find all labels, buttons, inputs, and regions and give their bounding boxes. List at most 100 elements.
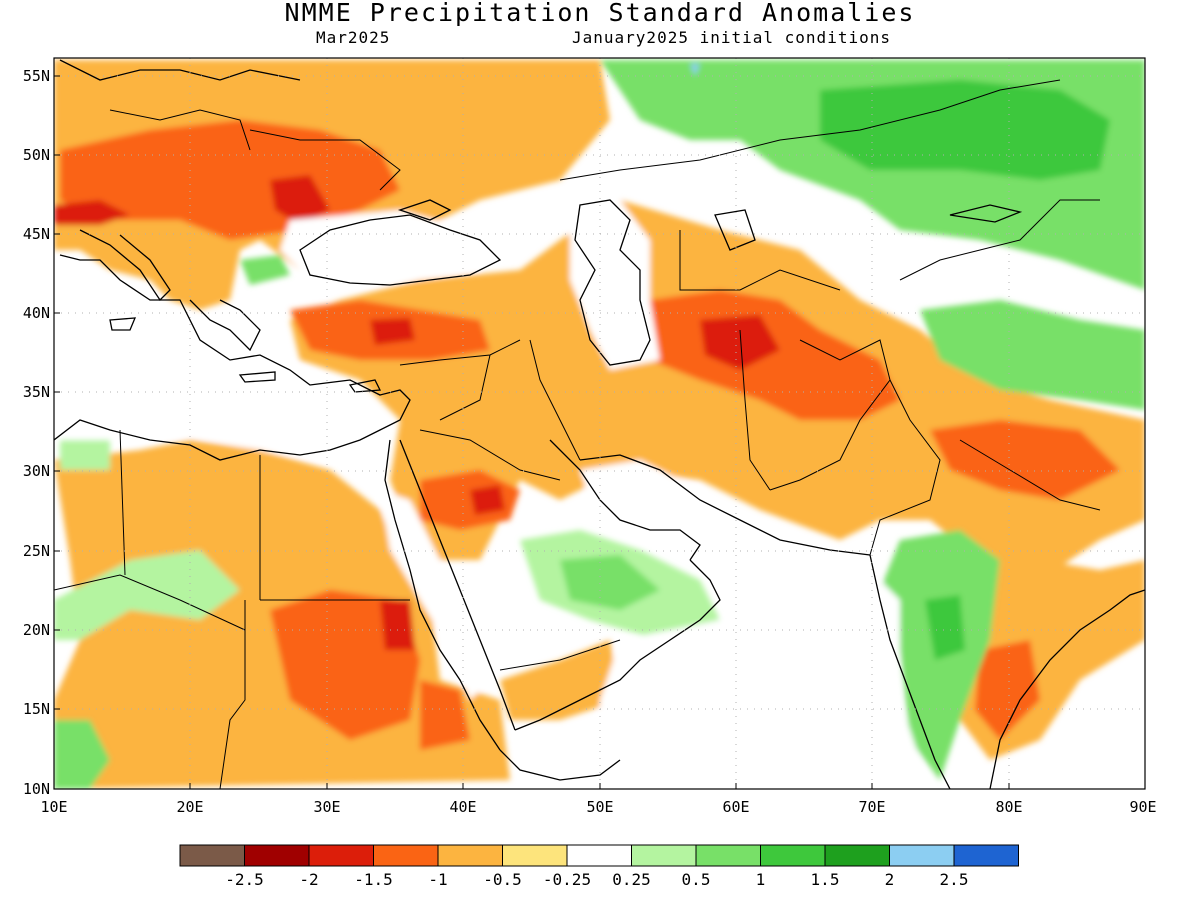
border-poland xyxy=(109,109,251,151)
colorbar-swatch xyxy=(631,844,697,867)
map-plot-area: 55N 50N 45N 40N 35N 30N 25N 20N 15N 10N … xyxy=(23,57,1157,816)
colorbar-label: 2 xyxy=(885,870,895,889)
grid-lines xyxy=(54,58,1145,789)
anomaly-saudi-orange xyxy=(420,470,520,530)
border-turkey-syria xyxy=(399,339,521,366)
anomaly-turkey-red xyxy=(370,318,415,345)
border-iran-iraq xyxy=(529,339,581,461)
border-india-nepal xyxy=(959,439,1101,511)
lat-label: 15N xyxy=(23,700,50,718)
coast-baltic xyxy=(59,59,301,81)
colorbar-label: -0.25 xyxy=(543,870,591,889)
lon-label: 30E xyxy=(313,798,340,816)
lat-label: 30N xyxy=(23,462,50,480)
lon-label: 40E xyxy=(449,798,476,816)
colorbar: -2.5 -2 -1.5 -1 -0.5 -0.25 0.25 0.5 1 1.5 2 2.5 xyxy=(179,844,1019,889)
anomaly-india-orange xyxy=(975,640,1040,740)
colorbar-label: 2.5 xyxy=(940,870,969,889)
anomaly-tibet-green xyxy=(920,300,1145,410)
lon-label: 10E xyxy=(40,798,67,816)
colorbar-label: -0.5 xyxy=(483,870,522,889)
anomaly-sahara-green xyxy=(54,550,240,640)
coast-crete xyxy=(238,371,276,383)
anomaly-bulgaria-green xyxy=(240,255,290,285)
lat-axis-labels: 55N 50N 45N 40N 35N 30N 25N 20N 15N 10N xyxy=(23,67,50,798)
anomaly-libya-green xyxy=(60,440,110,470)
init-conditions: January2025 initial conditions xyxy=(572,28,891,47)
coast-redsea-west xyxy=(384,439,501,751)
colorbar-swatch xyxy=(244,844,310,867)
lat-label: 10N xyxy=(23,780,50,798)
colorbar-label: 1 xyxy=(756,870,766,889)
coast-arabia-south xyxy=(514,559,721,731)
coast-india-east xyxy=(989,589,1145,789)
coast-adriatic xyxy=(79,229,171,302)
coastlines xyxy=(54,59,1145,789)
axis-ticks xyxy=(54,75,1010,789)
anomaly-yemen-light-orange xyxy=(500,640,620,720)
border-syria-iraq xyxy=(439,354,491,421)
border-china-west xyxy=(899,199,1100,281)
colorbar-swatch xyxy=(760,844,826,867)
colorbar-swatch xyxy=(695,844,761,867)
anomaly-westafrica-green xyxy=(54,720,110,789)
coast-persian-gulf xyxy=(549,439,871,561)
anomaly-sudan-red xyxy=(380,600,415,650)
anomaly-kazakhstan-darkgreen xyxy=(820,80,1110,180)
coast-cyprus xyxy=(348,379,382,393)
border-afghan-pakistan xyxy=(769,339,891,491)
anomaly-india-darkgreen xyxy=(925,595,965,660)
anomaly-arabia-red xyxy=(470,485,505,515)
coast-redsea-east xyxy=(399,439,516,731)
colorbar-label: -2.5 xyxy=(225,870,264,889)
coast-sicily xyxy=(109,317,137,331)
colorbar-label: -2 xyxy=(299,870,318,889)
anomaly-nafrica-white xyxy=(54,330,380,460)
border-chad-sudan xyxy=(219,600,246,789)
valid-month: Mar2025 xyxy=(316,28,391,47)
border-kazakh-russia xyxy=(559,79,1061,181)
anomaly-ethiopia-orange xyxy=(420,680,470,750)
coast-aral xyxy=(714,209,756,251)
coast-greece xyxy=(189,299,261,352)
anomaly-blacksea-white xyxy=(280,210,480,285)
lat-label: 50N xyxy=(23,146,50,164)
lat-label: 55N xyxy=(23,67,50,85)
colorbar-swatches xyxy=(179,844,1019,867)
border-kazakh-uzbek xyxy=(679,230,841,291)
colorbar-swatch xyxy=(308,844,374,867)
coast-blacksea xyxy=(299,214,502,286)
colorbar-label: 1.5 xyxy=(811,870,840,889)
colorbar-swatch xyxy=(566,844,632,867)
colorbar-swatch xyxy=(889,844,955,867)
colorbar-swatch xyxy=(824,844,890,867)
anomaly-tiny-blue xyxy=(690,64,700,76)
lon-label: 70E xyxy=(858,798,885,816)
coast-azov xyxy=(397,199,452,221)
colorbar-label: 0.25 xyxy=(612,870,651,889)
country-borders xyxy=(54,79,1101,789)
lon-label: 50E xyxy=(586,798,613,816)
colorbar-swatch xyxy=(373,844,439,867)
coast-india-west xyxy=(869,554,951,789)
anomaly-arabia-green2 xyxy=(560,555,660,610)
lon-label: 60E xyxy=(722,798,749,816)
lat-label: 40N xyxy=(23,304,50,322)
anomaly-himalaya-orange xyxy=(930,420,1120,500)
colorbar-label: 0.5 xyxy=(682,870,711,889)
colorbar-label: -1 xyxy=(428,870,447,889)
border-niger-chad xyxy=(54,574,246,631)
colorbar-label: -1.5 xyxy=(354,870,393,889)
anomaly-caspian-white xyxy=(570,200,660,370)
border-ukraine xyxy=(249,129,401,191)
colorbar-swatch xyxy=(953,844,1019,867)
border-saudi-iraq xyxy=(419,429,561,481)
anomaly-gulf-white xyxy=(580,460,720,550)
colorbar-labels: -2.5 -2 -1.5 -1 -0.5 -0.25 0.25 0.5 1 1.5 2 2.5 xyxy=(225,870,968,889)
anomaly-italy-red xyxy=(54,200,130,225)
lon-label: 90E xyxy=(1129,798,1156,816)
anomaly-shading xyxy=(54,60,1145,789)
lat-label: 45N xyxy=(23,225,50,243)
